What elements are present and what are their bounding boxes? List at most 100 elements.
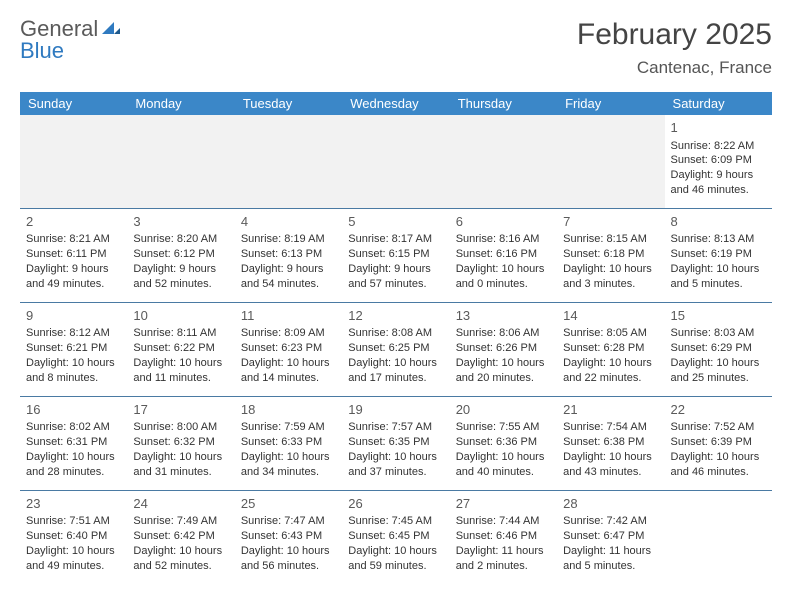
daylight-text: and 46 minutes. <box>671 465 766 480</box>
calendar-table: Sunday Monday Tuesday Wednesday Thursday… <box>20 92 772 584</box>
day-cell: 12Sunrise: 8:08 AMSunset: 6:25 PMDayligh… <box>342 302 449 396</box>
day-number: 6 <box>456 213 551 231</box>
day-cell: 13Sunrise: 8:06 AMSunset: 6:26 PMDayligh… <box>450 302 557 396</box>
daylight-text: and 31 minutes. <box>133 465 228 480</box>
sunset-text: Sunset: 6:11 PM <box>26 247 121 262</box>
daylight-text: and 43 minutes. <box>563 465 658 480</box>
daylight-text: and 20 minutes. <box>456 371 551 386</box>
day-cell: 19Sunrise: 7:57 AMSunset: 6:35 PMDayligh… <box>342 396 449 490</box>
sunset-text: Sunset: 6:33 PM <box>241 435 336 450</box>
day-number: 8 <box>671 213 766 231</box>
day-number: 1 <box>671 119 766 137</box>
sunrise-text: Sunrise: 8:15 AM <box>563 232 658 247</box>
day-cell <box>20 115 127 208</box>
day-number: 9 <box>26 307 121 325</box>
daylight-text: and 11 minutes. <box>133 371 228 386</box>
sunset-text: Sunset: 6:13 PM <box>241 247 336 262</box>
daylight-text: and 34 minutes. <box>241 465 336 480</box>
daylight-text: Daylight: 10 hours <box>26 544 121 559</box>
logo-text-block: General Blue <box>20 18 120 62</box>
daylight-text: and 54 minutes. <box>241 277 336 292</box>
daylight-text: Daylight: 10 hours <box>241 544 336 559</box>
daylight-text: Daylight: 10 hours <box>671 450 766 465</box>
day-cell: 28Sunrise: 7:42 AMSunset: 6:47 PMDayligh… <box>557 490 664 583</box>
day-cell <box>235 115 342 208</box>
sunset-text: Sunset: 6:26 PM <box>456 341 551 356</box>
day-cell: 15Sunrise: 8:03 AMSunset: 6:29 PMDayligh… <box>665 302 772 396</box>
day-cell: 23Sunrise: 7:51 AMSunset: 6:40 PMDayligh… <box>20 490 127 583</box>
logo-text: General Blue <box>20 18 120 62</box>
daylight-text: and 8 minutes. <box>26 371 121 386</box>
sunrise-text: Sunrise: 8:08 AM <box>348 326 443 341</box>
sunset-text: Sunset: 6:09 PM <box>671 153 766 168</box>
sunrise-text: Sunrise: 8:03 AM <box>671 326 766 341</box>
day-number: 22 <box>671 401 766 419</box>
sunset-text: Sunset: 6:15 PM <box>348 247 443 262</box>
day-number: 26 <box>348 495 443 513</box>
sunset-text: Sunset: 6:18 PM <box>563 247 658 262</box>
dayhead-fri: Friday <box>557 92 664 115</box>
sunrise-text: Sunrise: 7:42 AM <box>563 514 658 529</box>
month-title: February 2025 <box>577 18 772 52</box>
daylight-text: Daylight: 10 hours <box>26 450 121 465</box>
day-cell: 26Sunrise: 7:45 AMSunset: 6:45 PMDayligh… <box>342 490 449 583</box>
day-number: 7 <box>563 213 658 231</box>
sunset-text: Sunset: 6:43 PM <box>241 529 336 544</box>
sunrise-text: Sunrise: 7:54 AM <box>563 420 658 435</box>
day-number: 24 <box>133 495 228 513</box>
sunrise-text: Sunrise: 7:51 AM <box>26 514 121 529</box>
day-number: 11 <box>241 307 336 325</box>
day-number: 27 <box>456 495 551 513</box>
day-cell: 27Sunrise: 7:44 AMSunset: 6:46 PMDayligh… <box>450 490 557 583</box>
daylight-text: Daylight: 10 hours <box>671 262 766 277</box>
day-cell: 21Sunrise: 7:54 AMSunset: 6:38 PMDayligh… <box>557 396 664 490</box>
daylight-text: Daylight: 10 hours <box>456 450 551 465</box>
day-number: 21 <box>563 401 658 419</box>
sunrise-text: Sunrise: 8:19 AM <box>241 232 336 247</box>
day-cell: 2Sunrise: 8:21 AMSunset: 6:11 PMDaylight… <box>20 208 127 302</box>
sunrise-text: Sunrise: 8:02 AM <box>26 420 121 435</box>
sunrise-text: Sunrise: 8:20 AM <box>133 232 228 247</box>
sunset-text: Sunset: 6:46 PM <box>456 529 551 544</box>
sunrise-text: Sunrise: 8:06 AM <box>456 326 551 341</box>
week-row: 9Sunrise: 8:12 AMSunset: 6:21 PMDaylight… <box>20 302 772 396</box>
day-number: 15 <box>671 307 766 325</box>
daylight-text: Daylight: 10 hours <box>456 356 551 371</box>
sunset-text: Sunset: 6:36 PM <box>456 435 551 450</box>
sunset-text: Sunset: 6:42 PM <box>133 529 228 544</box>
day-number: 2 <box>26 213 121 231</box>
sail-icon <box>100 16 120 41</box>
daylight-text: and 5 minutes. <box>563 559 658 574</box>
daylight-text: Daylight: 10 hours <box>456 262 551 277</box>
day-number: 14 <box>563 307 658 325</box>
daylight-text: and 37 minutes. <box>348 465 443 480</box>
sunset-text: Sunset: 6:29 PM <box>671 341 766 356</box>
day-cell <box>342 115 449 208</box>
day-cell: 18Sunrise: 7:59 AMSunset: 6:33 PMDayligh… <box>235 396 342 490</box>
sunrise-text: Sunrise: 7:55 AM <box>456 420 551 435</box>
sunset-text: Sunset: 6:47 PM <box>563 529 658 544</box>
day-cell: 17Sunrise: 8:00 AMSunset: 6:32 PMDayligh… <box>127 396 234 490</box>
daylight-text: Daylight: 9 hours <box>348 262 443 277</box>
sunrise-text: Sunrise: 8:21 AM <box>26 232 121 247</box>
day-cell: 7Sunrise: 8:15 AMSunset: 6:18 PMDaylight… <box>557 208 664 302</box>
daylight-text: Daylight: 10 hours <box>26 356 121 371</box>
sunset-text: Sunset: 6:32 PM <box>133 435 228 450</box>
daylight-text: Daylight: 10 hours <box>241 356 336 371</box>
day-cell: 9Sunrise: 8:12 AMSunset: 6:21 PMDaylight… <box>20 302 127 396</box>
daylight-text: Daylight: 10 hours <box>133 544 228 559</box>
day-cell: 24Sunrise: 7:49 AMSunset: 6:42 PMDayligh… <box>127 490 234 583</box>
day-number: 25 <box>241 495 336 513</box>
day-number: 10 <box>133 307 228 325</box>
sunset-text: Sunset: 6:25 PM <box>348 341 443 356</box>
day-cell: 10Sunrise: 8:11 AMSunset: 6:22 PMDayligh… <box>127 302 234 396</box>
dayhead-thu: Thursday <box>450 92 557 115</box>
daylight-text: and 57 minutes. <box>348 277 443 292</box>
day-cell <box>665 490 772 583</box>
daylight-text: and 46 minutes. <box>671 183 766 198</box>
daylight-text: and 49 minutes. <box>26 559 121 574</box>
day-number: 13 <box>456 307 551 325</box>
title-block: February 2025 Cantenac, France <box>577 18 772 78</box>
day-cell: 25Sunrise: 7:47 AMSunset: 6:43 PMDayligh… <box>235 490 342 583</box>
day-number: 28 <box>563 495 658 513</box>
